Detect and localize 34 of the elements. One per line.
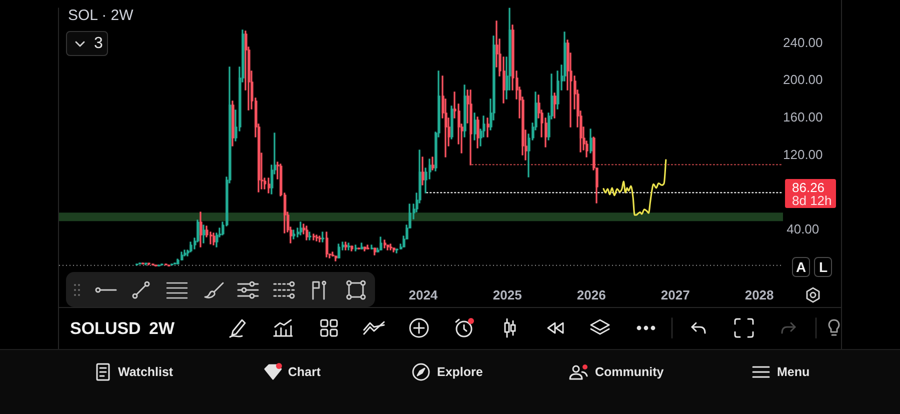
text: Watchlist xyxy=(118,365,174,379)
candlestick xyxy=(354,244,358,252)
text: SOLUSD xyxy=(70,319,141,338)
x-tick-label: 2028 xyxy=(744,287,774,302)
annotation: 3 xyxy=(94,35,103,52)
text: Chart xyxy=(288,365,321,379)
line-series xyxy=(602,159,667,216)
y-tick-label: 120.00 xyxy=(783,146,823,162)
y-tick-label: 200.00 xyxy=(783,72,823,88)
y-tick-label: 40.00 xyxy=(786,222,820,237)
candlestick xyxy=(348,242,350,250)
candlestick xyxy=(210,232,212,244)
y-tick-label: 240.00 xyxy=(783,34,823,50)
x-tick-label: 2026 xyxy=(576,287,606,302)
price-tag: 86.26 8d 12h xyxy=(785,178,836,208)
candlestick xyxy=(318,236,322,242)
text: 2W xyxy=(149,319,174,338)
text: Menu xyxy=(777,365,810,379)
candlestick xyxy=(316,234,318,242)
log-scale-button: L xyxy=(814,257,832,277)
y-tick-label: 160.00 xyxy=(783,110,823,125)
x-tick-label: 2025 xyxy=(492,287,522,302)
candlestick xyxy=(312,234,316,240)
chart-title: SOL · 2W xyxy=(68,7,134,24)
candlestick xyxy=(486,118,490,138)
toggle-button: 3 xyxy=(66,31,108,56)
text: Community xyxy=(595,365,664,379)
candlestick xyxy=(390,244,392,250)
x-tick-label: 2027 xyxy=(660,287,690,302)
x-tick-label: 2024 xyxy=(408,287,438,302)
candlestick xyxy=(322,232,324,242)
text: Explore xyxy=(437,365,483,379)
candlestick xyxy=(308,232,312,240)
auto-scale-button: A xyxy=(792,257,810,277)
